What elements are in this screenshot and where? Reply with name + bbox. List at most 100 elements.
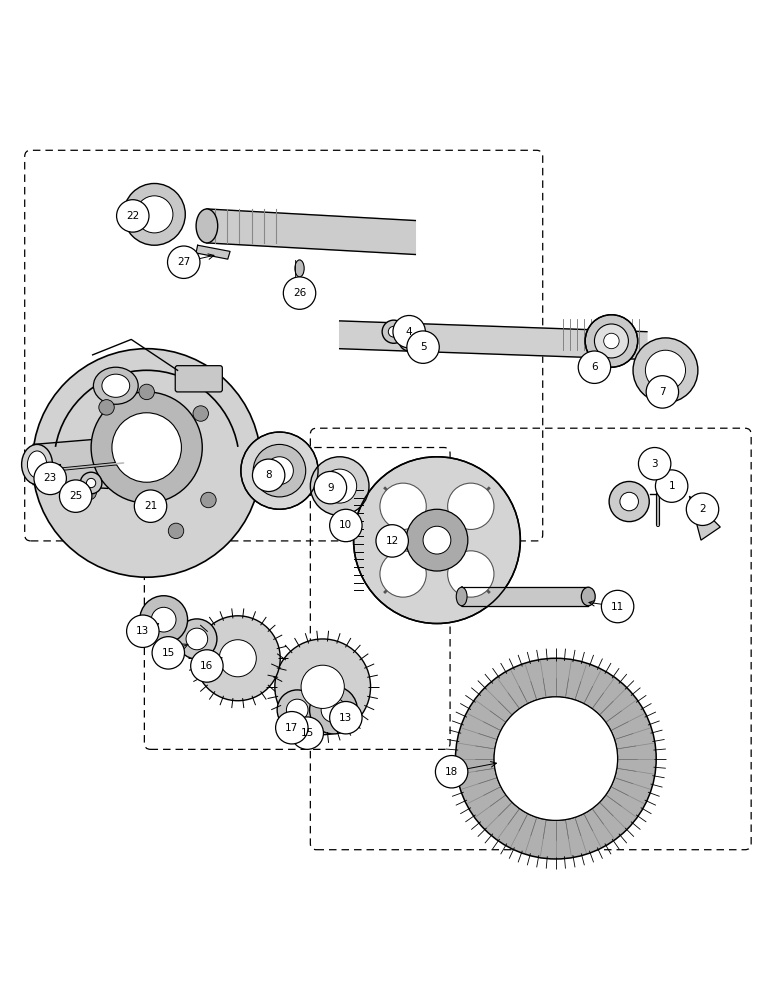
Circle shape	[124, 183, 185, 245]
Circle shape	[117, 200, 149, 232]
FancyBboxPatch shape	[175, 366, 222, 392]
Circle shape	[193, 406, 208, 421]
Circle shape	[276, 712, 308, 744]
Circle shape	[310, 457, 369, 515]
Text: 22: 22	[126, 211, 140, 221]
Text: 10: 10	[339, 520, 353, 530]
Circle shape	[448, 483, 494, 529]
Polygon shape	[689, 496, 720, 540]
Circle shape	[323, 469, 357, 503]
Circle shape	[283, 277, 316, 309]
Circle shape	[382, 320, 405, 343]
Circle shape	[291, 717, 323, 749]
Circle shape	[585, 315, 638, 367]
Ellipse shape	[581, 587, 595, 606]
Circle shape	[91, 392, 202, 503]
Text: 13: 13	[136, 626, 150, 636]
Circle shape	[195, 616, 280, 701]
Text: 25: 25	[69, 491, 83, 501]
Circle shape	[620, 492, 638, 511]
Text: 9: 9	[327, 483, 334, 493]
Circle shape	[494, 697, 618, 820]
Circle shape	[388, 326, 399, 337]
Text: 18: 18	[445, 767, 459, 777]
Text: 3: 3	[652, 459, 658, 469]
Polygon shape	[196, 245, 230, 259]
Circle shape	[393, 315, 425, 348]
Circle shape	[140, 596, 188, 644]
Circle shape	[301, 665, 344, 708]
Circle shape	[168, 246, 200, 278]
Text: 17: 17	[285, 723, 299, 733]
Circle shape	[241, 432, 318, 509]
Circle shape	[136, 196, 173, 233]
Circle shape	[275, 639, 371, 735]
Text: 21: 21	[144, 501, 157, 511]
Circle shape	[405, 336, 414, 346]
Circle shape	[99, 400, 114, 415]
Circle shape	[686, 493, 719, 525]
Circle shape	[32, 349, 261, 577]
Polygon shape	[33, 438, 108, 488]
Circle shape	[494, 697, 618, 820]
Circle shape	[376, 525, 408, 557]
Text: 15: 15	[300, 728, 314, 738]
Ellipse shape	[196, 209, 218, 243]
Circle shape	[286, 699, 308, 721]
Text: 11: 11	[611, 602, 625, 612]
Circle shape	[655, 470, 688, 502]
Circle shape	[168, 523, 184, 539]
Text: 27: 27	[177, 257, 191, 267]
Text: 7: 7	[659, 387, 665, 397]
Circle shape	[455, 658, 656, 859]
Circle shape	[604, 333, 619, 349]
Text: 16: 16	[200, 661, 214, 671]
Circle shape	[448, 551, 494, 597]
Circle shape	[354, 457, 520, 624]
Ellipse shape	[28, 451, 46, 478]
Circle shape	[219, 640, 256, 677]
Text: 5: 5	[420, 342, 426, 352]
Circle shape	[81, 485, 96, 500]
Circle shape	[407, 331, 439, 363]
Text: 13: 13	[339, 713, 353, 723]
Circle shape	[151, 607, 176, 632]
Circle shape	[177, 619, 217, 659]
Circle shape	[34, 462, 66, 495]
Circle shape	[321, 698, 346, 722]
Circle shape	[152, 637, 185, 669]
Circle shape	[134, 490, 167, 522]
Circle shape	[112, 413, 181, 482]
Circle shape	[435, 756, 468, 788]
Text: 8: 8	[266, 470, 272, 480]
Circle shape	[633, 338, 698, 403]
Circle shape	[314, 471, 347, 504]
Circle shape	[380, 483, 426, 529]
Ellipse shape	[22, 444, 52, 485]
Polygon shape	[340, 321, 647, 359]
Ellipse shape	[295, 260, 304, 277]
Circle shape	[578, 351, 611, 383]
Circle shape	[252, 459, 285, 492]
Text: 4: 4	[406, 327, 412, 337]
Circle shape	[59, 480, 92, 512]
Circle shape	[253, 444, 306, 497]
Circle shape	[423, 526, 451, 554]
Ellipse shape	[102, 374, 130, 397]
Circle shape	[399, 331, 419, 351]
Circle shape	[645, 350, 686, 390]
Circle shape	[186, 628, 208, 650]
Circle shape	[330, 701, 362, 734]
Circle shape	[330, 509, 362, 542]
Circle shape	[406, 509, 468, 571]
Circle shape	[601, 590, 634, 623]
Circle shape	[277, 690, 317, 730]
Circle shape	[127, 615, 159, 647]
Circle shape	[609, 481, 649, 522]
Text: 2: 2	[699, 504, 706, 514]
Circle shape	[191, 650, 223, 682]
Text: 6: 6	[591, 362, 598, 372]
Text: 23: 23	[43, 473, 57, 483]
Circle shape	[380, 551, 426, 597]
Text: 1: 1	[669, 481, 675, 491]
